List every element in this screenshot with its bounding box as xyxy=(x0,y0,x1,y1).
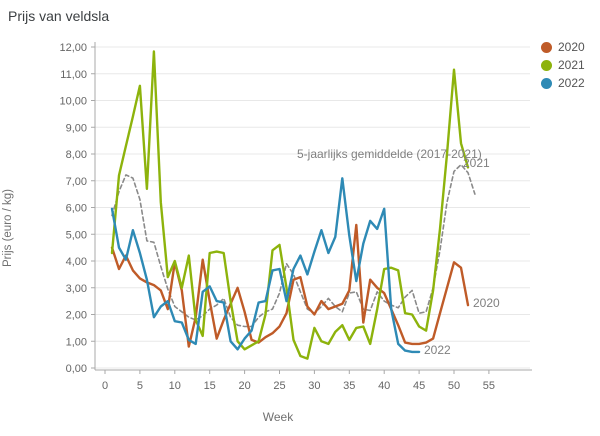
legend-dot-2021-icon xyxy=(541,59,552,71)
y-axis-title: Prijs (euro / kg) xyxy=(2,189,14,267)
series-line-2021[interactable] xyxy=(110,50,470,360)
y-tick-label: 0,00 xyxy=(66,363,87,375)
legend-item-2022[interactable]: 2022 xyxy=(541,74,585,92)
x-axis-title: Week xyxy=(262,410,294,424)
x-tick-label: 20 xyxy=(238,380,250,392)
x-tick-label: 45 xyxy=(413,380,425,392)
legend-dot-2022-icon xyxy=(541,77,552,89)
series-line-2022[interactable] xyxy=(110,177,421,354)
legend-label-2022: 2022 xyxy=(558,76,585,90)
x-tick-label: 25 xyxy=(273,380,285,392)
y-tick-label: 8,00 xyxy=(66,149,87,161)
legend-item-2020[interactable]: 2020 xyxy=(541,38,585,56)
legend-item-2021[interactable]: 2021 xyxy=(541,56,585,74)
series-line-5-jaarlijks-gemiddelde-2017-2021-[interactable] xyxy=(111,163,476,328)
y-tick-label: 1,00 xyxy=(66,336,87,348)
series-line-2020[interactable] xyxy=(110,223,470,348)
y-tick-label: 4,00 xyxy=(66,256,87,268)
y-tick-label: 6,00 xyxy=(66,203,87,215)
x-tick-label: 55 xyxy=(483,380,495,392)
chart-title: Prijs van veldsla xyxy=(8,8,110,24)
x-tick-label: 10 xyxy=(169,380,181,392)
y-tick-label: 2,00 xyxy=(66,310,87,322)
x-tick-label: 35 xyxy=(343,380,355,392)
average-line-annotation: 5-jaarlijks gemiddelde (2017-2021) xyxy=(297,147,482,161)
series-label-2020: 2020 xyxy=(473,296,500,310)
x-tick-label: 40 xyxy=(378,380,390,392)
x-tick-label: 5 xyxy=(137,380,143,392)
series-label-2022: 2022 xyxy=(424,343,451,357)
chart-legend: 2020 2021 2022 xyxy=(541,38,585,92)
x-tick-label: 0 xyxy=(102,380,108,392)
x-tick-label: 15 xyxy=(204,380,216,392)
y-tick-label: 3,00 xyxy=(66,283,87,295)
y-tick-label: 11,00 xyxy=(60,69,87,81)
y-tick-label: 9,00 xyxy=(66,122,87,134)
legend-label-2021: 2021 xyxy=(558,58,585,72)
y-tick-label: 12,00 xyxy=(59,42,87,54)
x-tick-label: 30 xyxy=(308,380,320,392)
legend-dot-2020-icon xyxy=(541,41,552,53)
y-tick-label: 10,00 xyxy=(59,96,87,108)
y-tick-label: 7,00 xyxy=(66,176,87,188)
legend-label-2020: 2020 xyxy=(558,40,585,54)
series-label-2021: 2021 xyxy=(463,156,490,170)
y-tick-label: 5,00 xyxy=(66,229,87,241)
x-tick-label: 50 xyxy=(448,380,460,392)
